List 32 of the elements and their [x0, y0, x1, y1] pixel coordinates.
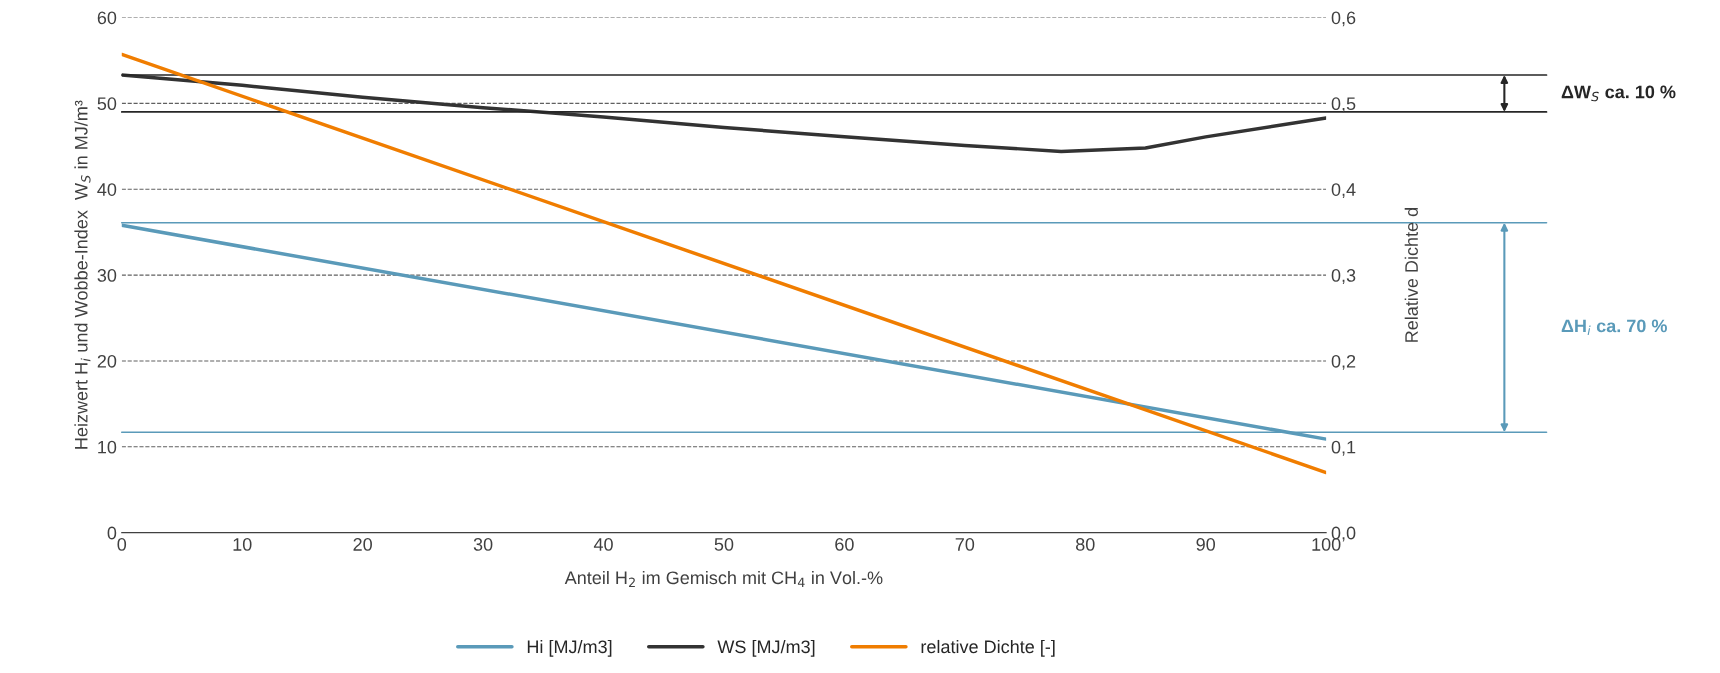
x-tick-label: 10	[233, 538, 252, 551]
x-tick-label: 40	[593, 538, 613, 551]
y2-tick-label: 0,2	[1331, 354, 1356, 370]
x-tick-label: 80	[1075, 538, 1095, 551]
x-tick-label: 30	[473, 538, 493, 551]
y-axis-title: Heizwert H$_{i}$ und Wobbe-Index W$_{S}$ in MJ/m³	[74, 100, 91, 449]
x-tick-label: 70	[955, 538, 975, 551]
legend-label: relative Dichte [-]	[921, 639, 1055, 657]
y-tick-label: 10	[98, 440, 117, 454]
y2-axis-title: Relative Dichte d	[1404, 208, 1418, 342]
x-tick-label: 20	[353, 538, 372, 551]
legend-label: Hi [MJ/m3]	[527, 639, 612, 657]
y-tick-label: 60	[97, 11, 117, 25]
text: ΔW$_{S}$ ca. 10 %	[1561, 85, 1676, 102]
x-tick-label: 0	[117, 538, 127, 551]
legend-label: WS [MJ/m3]	[717, 639, 815, 657]
x-tick-label: 60	[835, 538, 854, 551]
line-series	[121, 73, 1327, 154]
y2-tick-label: 0,1	[1331, 440, 1356, 456]
text: ΔH$_{i}$ ca. 70 %	[1561, 319, 1667, 336]
x-tick-label: 90	[1196, 538, 1216, 551]
y2-tick-label: 0,3	[1331, 269, 1356, 284]
x-axis-title: Anteil H$_{2}$ im Gemisch mit CH$_{4}$ in Vol.-%	[564, 570, 883, 587]
y-tick-label: 30	[97, 269, 117, 282]
y-tick-label: 40	[97, 183, 117, 196]
y-tick-label: 0	[107, 526, 117, 540]
y-tick-label: 50	[97, 97, 117, 111]
y2-tick-label: 0,4	[1331, 183, 1356, 199]
x-tick-label: 50	[714, 538, 734, 551]
y-tick-label: 20	[97, 354, 117, 368]
y2-tick-label: 0,6	[1331, 11, 1356, 27]
y2-tick-label: 0,5	[1331, 97, 1356, 113]
